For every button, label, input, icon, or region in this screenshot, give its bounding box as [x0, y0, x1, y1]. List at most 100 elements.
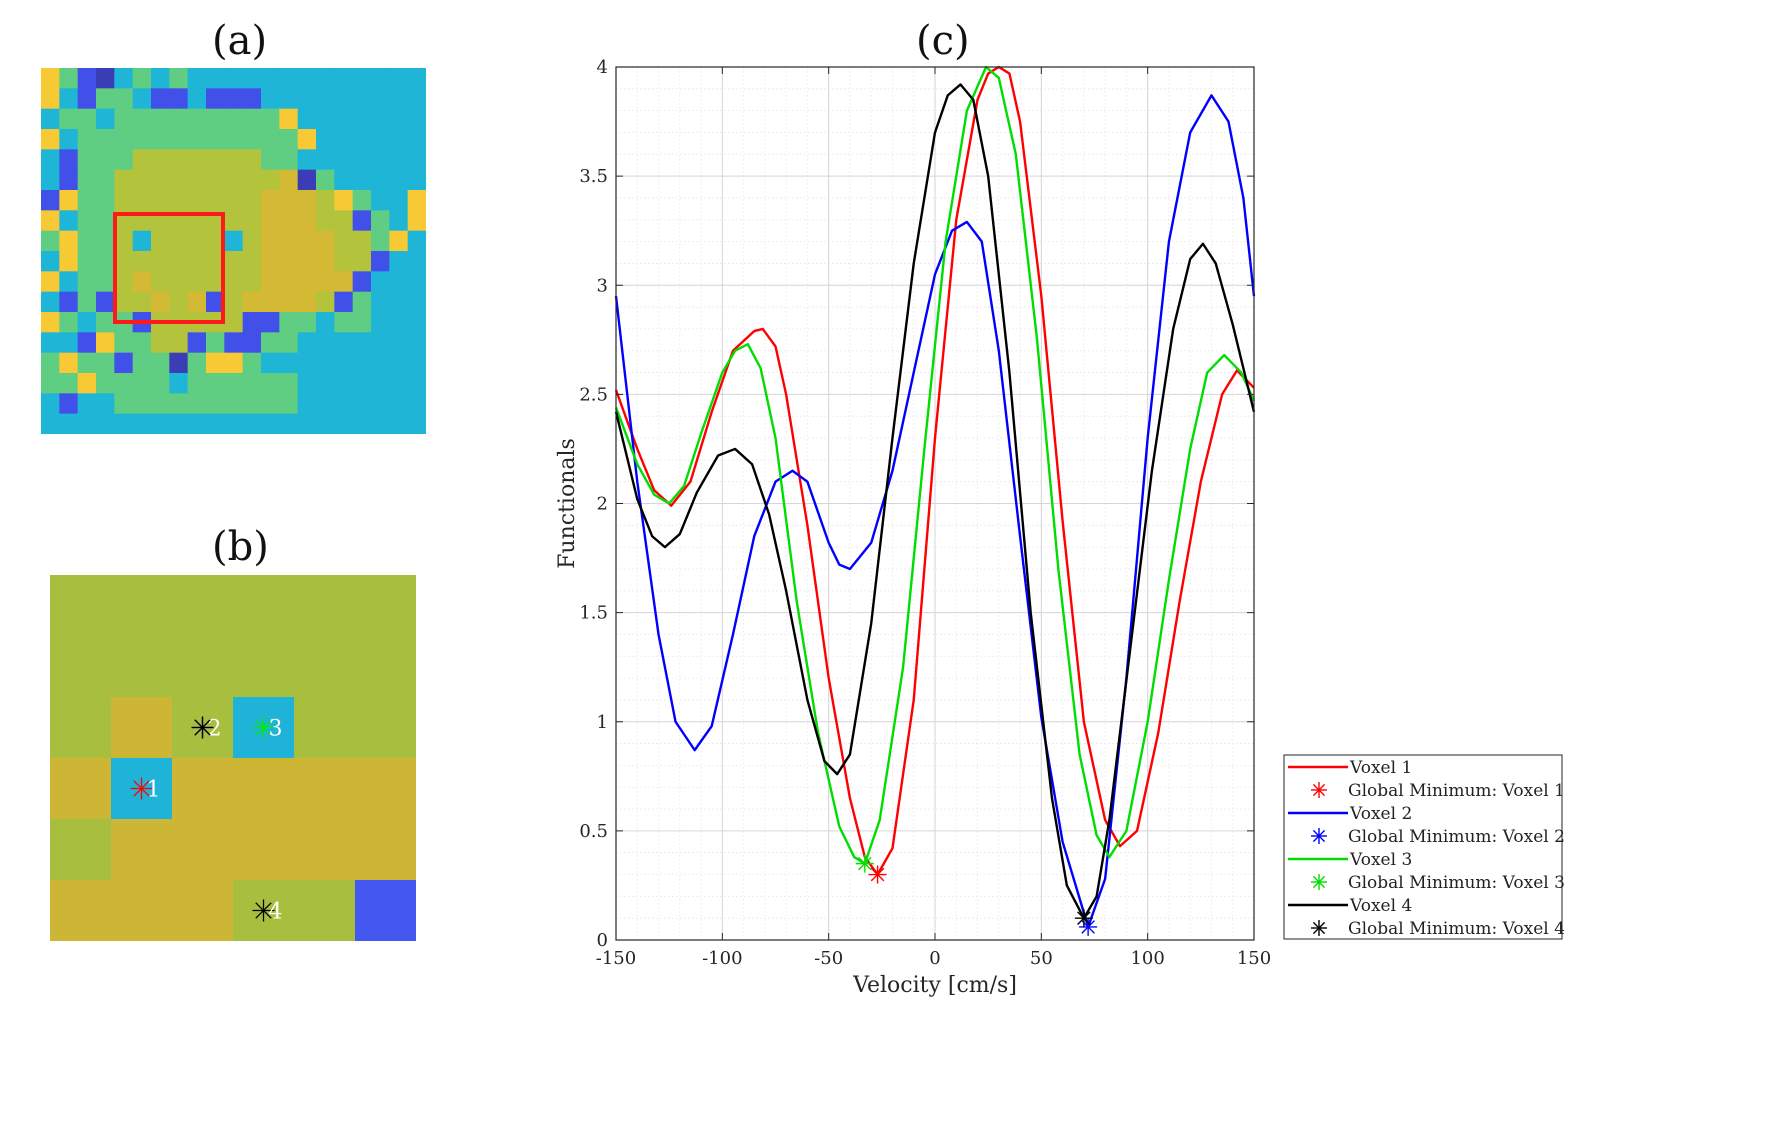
heatmap-a-cell — [151, 393, 170, 415]
x-tick-label: -150 — [596, 948, 636, 969]
heatmap-a-cell — [371, 108, 390, 130]
heatmap-a-cell — [407, 332, 426, 354]
heatmap-a-cell — [297, 108, 317, 130]
heatmap-a-cell — [59, 352, 79, 374]
heatmap-a-cell — [59, 373, 79, 394]
heatmap-a-cell — [316, 373, 335, 394]
heatmap-a-cell — [316, 291, 335, 313]
heatmap-b-cell — [172, 636, 234, 698]
heatmap-a-cell — [206, 149, 225, 171]
heatmap-a-cell — [371, 88, 390, 110]
x-axis-label: Velocity [cm/s] — [852, 973, 1017, 998]
heatmap-a-cell — [371, 190, 390, 211]
heatmap-a-cell — [169, 291, 189, 313]
heatmap-a-cell — [261, 251, 280, 272]
heatmap-a-cell — [114, 393, 134, 415]
heatmap-a-cell — [407, 291, 426, 313]
heatmap-b-cell — [111, 575, 173, 637]
heatmap-a-cell — [407, 190, 426, 211]
heatmap-b-cell — [355, 636, 416, 698]
heatmap-a-cell — [114, 373, 134, 394]
heatmap-a-cell — [151, 108, 170, 130]
heatmap-a-cell — [114, 332, 134, 354]
heatmap-a-cell — [261, 413, 280, 434]
heatmap-a-cell — [352, 271, 372, 293]
heatmap-a-cell — [77, 393, 97, 415]
heatmap-a-cell — [151, 251, 170, 272]
heatmap-a-cell — [297, 210, 317, 232]
heatmap-a-cell — [96, 129, 115, 150]
heatmap-b-cell — [50, 636, 112, 698]
heatmap-a-cell — [59, 129, 79, 150]
voxel-label-4: 4 — [269, 900, 283, 925]
heatmap-a-cell — [96, 108, 115, 130]
heatmap-a-cell — [59, 190, 79, 211]
heatmap-a-cell — [242, 251, 262, 272]
heatmap-a-cell — [206, 271, 225, 293]
heatmap-a-cell — [334, 108, 354, 130]
heatmap-a-cell — [389, 230, 409, 252]
heatmap-b-cell — [50, 758, 112, 820]
heatmap-a-cell — [334, 68, 354, 89]
heatmap-a-cell — [224, 352, 244, 374]
heatmap-a-cell — [77, 210, 97, 232]
heatmap-a-cell — [279, 190, 299, 211]
heatmap-a-cell — [242, 332, 262, 354]
heatmap-a-cell — [206, 230, 225, 252]
heatmap-a-cell — [279, 129, 299, 150]
heatmap-a-cell — [206, 169, 225, 191]
heatmap-a-cell — [114, 68, 134, 89]
heatmap-a-cell — [261, 68, 280, 89]
heatmap-a-cell — [206, 68, 225, 89]
heatmap-a-cell — [407, 251, 426, 272]
heatmap-a-cell — [77, 169, 97, 191]
heatmap-a-cell — [96, 68, 115, 89]
heatmap-a-cell — [41, 108, 60, 130]
heatmap-a-cell — [279, 291, 299, 313]
heatmap-a-cell — [169, 169, 189, 191]
heatmap-a-cell — [334, 291, 354, 313]
heatmap-b-cell — [50, 697, 112, 759]
heatmap-a-cell — [132, 108, 152, 130]
heatmap-a-cell — [371, 413, 390, 434]
heatmap-a-cell — [224, 271, 244, 293]
heatmap-a-cell — [77, 68, 97, 89]
panel-a-title: (a) — [212, 18, 268, 64]
heatmap-a-cell — [352, 108, 372, 130]
heatmap-a-cell — [297, 149, 317, 171]
legend-entry-label: Global Minimum: Voxel 2 — [1348, 827, 1565, 847]
heatmap-a-cell — [316, 169, 335, 191]
heatmap-a-cell — [389, 352, 409, 374]
heatmap-a-cell — [389, 332, 409, 354]
heatmap-a-cell — [371, 210, 390, 232]
heatmap-a-cell — [151, 68, 170, 89]
global-minimum-marker-voxel-2 — [1079, 917, 1098, 936]
heatmap-a-cell — [77, 352, 97, 374]
heatmap-a-cell — [334, 129, 354, 150]
heatmap-a-cell — [41, 251, 60, 272]
heatmap-a-cell — [224, 230, 244, 252]
heatmap-a-cell — [206, 291, 225, 313]
heatmap-a-cell — [389, 129, 409, 150]
heatmap-a-cell — [151, 230, 170, 252]
heatmap-a-cell — [206, 393, 225, 415]
heatmap-a-cell — [279, 88, 299, 110]
heatmap-a-cell — [169, 373, 189, 394]
heatmap-a-cell — [261, 393, 280, 415]
heatmap-a-cell — [41, 352, 60, 374]
heatmap-a-cell — [224, 88, 244, 110]
heatmap-a-cell — [132, 251, 152, 272]
heatmap-a-cell — [279, 312, 299, 333]
y-tick-label: 4 — [597, 57, 608, 78]
heatmap-a-cell — [389, 68, 409, 89]
heatmap-a-cell — [59, 251, 79, 272]
heatmap-a-cell — [261, 169, 280, 191]
heatmap-a-cell — [224, 169, 244, 191]
heatmap-a-cell — [206, 332, 225, 354]
heatmap-a-cell — [389, 393, 409, 415]
heatmap-a-cell — [77, 108, 97, 130]
series-line-voxel-2 — [614, 94, 1256, 929]
heatmap-a-cell — [279, 169, 299, 191]
heatmap-a-cell — [114, 149, 134, 171]
